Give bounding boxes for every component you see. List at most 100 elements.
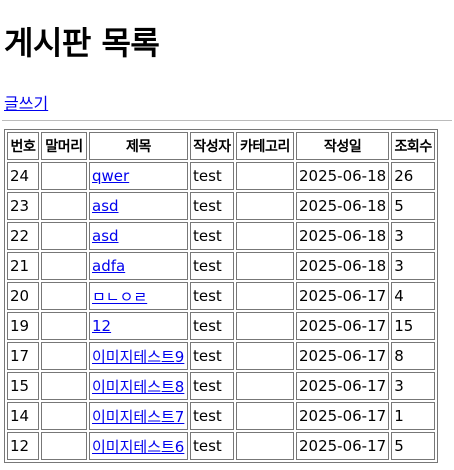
cell-title: 이미지테스트8 <box>89 372 188 400</box>
cell-prefix <box>41 222 87 250</box>
table-row: 15 이미지테스트8 test 2025-06-17 3 <box>7 372 436 400</box>
cell-author: test <box>190 282 234 310</box>
cell-category <box>236 162 294 190</box>
post-title-link[interactable]: 이미지테스트9 <box>92 347 185 366</box>
cell-author: test <box>190 402 234 430</box>
table-row: 22 asd test 2025-06-18 3 <box>7 222 436 250</box>
cell-date: 2025-06-17 <box>296 282 390 310</box>
cell-views: 3 <box>391 252 436 280</box>
post-title-link[interactable]: asd <box>92 227 119 245</box>
cell-category <box>236 252 294 280</box>
cell-views: 1 <box>391 402 436 430</box>
cell-category <box>236 312 294 340</box>
cell-category <box>236 372 294 400</box>
cell-category <box>236 192 294 220</box>
post-table: 번호 말머리 제목 작성자 카테고리 작성일 조회수 24 qwer test … <box>4 129 439 463</box>
table-row: 17 이미지테스트9 test 2025-06-17 8 <box>7 342 436 370</box>
cell-date: 2025-06-17 <box>296 342 390 370</box>
cell-date: 2025-06-18 <box>296 162 390 190</box>
cell-title: qwer <box>89 162 188 190</box>
cell-date: 2025-06-18 <box>296 222 390 250</box>
cell-title: ㅁㄴㅇㄹ <box>89 282 188 310</box>
cell-prefix <box>41 402 87 430</box>
cell-title: 12 <box>89 312 188 340</box>
cell-date: 2025-06-17 <box>296 402 390 430</box>
table-row: 19 12 test 2025-06-17 15 <box>7 312 436 340</box>
cell-category <box>236 432 294 460</box>
post-title-link[interactable]: ㅁㄴㅇㄹ <box>92 287 148 306</box>
write-post-link[interactable]: 글쓰기 <box>4 94 49 113</box>
post-title-link[interactable]: adfa <box>92 257 126 275</box>
cell-title: 이미지테스트9 <box>89 342 188 370</box>
cell-number: 20 <box>7 282 39 310</box>
cell-number: 12 <box>7 432 39 460</box>
cell-date: 2025-06-18 <box>296 252 390 280</box>
page-title: 게시판 목록 <box>4 24 160 62</box>
cell-author: test <box>190 372 234 400</box>
post-title-link[interactable]: 이미지테스트6 <box>92 437 185 456</box>
cell-author: test <box>190 342 234 370</box>
header-author: 작성자 <box>190 132 234 160</box>
header-views: 조회수 <box>391 132 436 160</box>
cell-author: test <box>190 312 234 340</box>
cell-category <box>236 402 294 430</box>
cell-prefix <box>41 372 87 400</box>
cell-prefix <box>41 342 87 370</box>
cell-prefix <box>41 162 87 190</box>
cell-number: 19 <box>7 312 39 340</box>
post-title-link[interactable]: qwer <box>92 167 130 185</box>
cell-views: 8 <box>391 342 436 370</box>
post-title-link[interactable]: 12 <box>92 317 112 335</box>
cell-prefix <box>41 252 87 280</box>
cell-title: 이미지테스트7 <box>89 402 188 430</box>
cell-author: test <box>190 192 234 220</box>
table-row: 20 ㅁㄴㅇㄹ test 2025-06-17 4 <box>7 282 436 310</box>
cell-number: 21 <box>7 252 39 280</box>
cell-number: 24 <box>7 162 39 190</box>
post-title-link[interactable]: 이미지테스트8 <box>92 377 185 396</box>
header-prefix: 말머리 <box>41 132 87 160</box>
table-row: 24 qwer test 2025-06-18 26 <box>7 162 436 190</box>
cell-date: 2025-06-18 <box>296 192 390 220</box>
cell-views: 4 <box>391 282 436 310</box>
table-row: 14 이미지테스트7 test 2025-06-17 1 <box>7 402 436 430</box>
cell-title: 이미지테스트6 <box>89 432 188 460</box>
cell-author: test <box>190 252 234 280</box>
cell-title: asd <box>89 222 188 250</box>
cell-category <box>236 222 294 250</box>
cell-views: 3 <box>391 222 436 250</box>
cell-date: 2025-06-17 <box>296 312 390 340</box>
cell-number: 15 <box>7 372 39 400</box>
cell-author: test <box>190 162 234 190</box>
cell-title: asd <box>89 192 188 220</box>
cell-number: 14 <box>7 402 39 430</box>
cell-date: 2025-06-17 <box>296 372 390 400</box>
divider <box>2 120 452 121</box>
cell-number: 22 <box>7 222 39 250</box>
cell-number: 23 <box>7 192 39 220</box>
cell-views: 5 <box>391 192 436 220</box>
header-date: 작성일 <box>296 132 390 160</box>
cell-views: 15 <box>391 312 436 340</box>
cell-category <box>236 282 294 310</box>
cell-author: test <box>190 222 234 250</box>
post-title-link[interactable]: asd <box>92 197 119 215</box>
cell-date: 2025-06-17 <box>296 432 390 460</box>
cell-number: 17 <box>7 342 39 370</box>
table-header-row: 번호 말머리 제목 작성자 카테고리 작성일 조회수 <box>7 132 436 160</box>
cell-category <box>236 342 294 370</box>
table-row: 21 adfa test 2025-06-18 3 <box>7 252 436 280</box>
post-title-link[interactable]: 이미지테스트7 <box>92 407 185 426</box>
header-title: 제목 <box>89 132 188 160</box>
header-number: 번호 <box>7 132 39 160</box>
cell-views: 5 <box>391 432 436 460</box>
table-row: 23 asd test 2025-06-18 5 <box>7 192 436 220</box>
cell-title: adfa <box>89 252 188 280</box>
cell-prefix <box>41 432 87 460</box>
cell-author: test <box>190 432 234 460</box>
table-row: 12 이미지테스트6 test 2025-06-17 5 <box>7 432 436 460</box>
cell-prefix <box>41 282 87 310</box>
header-category: 카테고리 <box>236 132 294 160</box>
cell-views: 3 <box>391 372 436 400</box>
